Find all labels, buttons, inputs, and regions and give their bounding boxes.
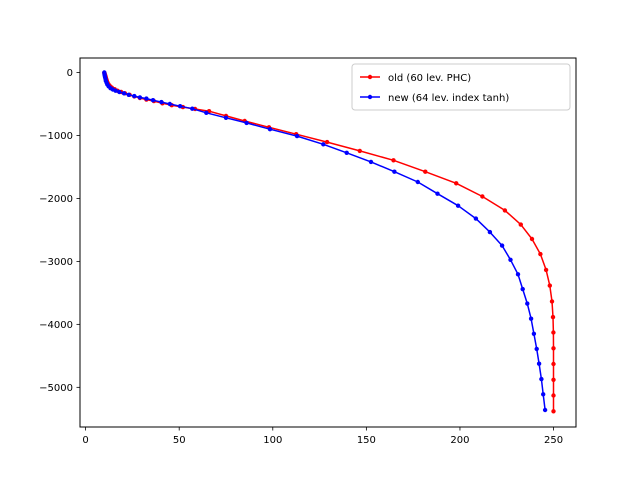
x-tick-label: 0 [82,435,88,446]
data-point [550,314,556,320]
data-point [177,104,183,109]
x-tick-label: 200 [450,435,469,446]
data-point [529,236,535,242]
data-point [508,257,513,262]
data-point [549,299,555,304]
data-point [423,169,428,174]
data-point [542,407,548,413]
data-point [137,95,143,100]
data-point [368,159,374,165]
y-tick-label: −2000 [39,194,73,205]
data-point [480,194,485,199]
data-point [534,346,539,352]
data-point [551,377,556,382]
data-point [551,361,556,367]
y-axis: 0 −1000 −2000 −3000 −4000 −5000 [39,68,80,394]
data-point [113,88,118,93]
data-point [502,208,508,213]
data-point [167,101,172,107]
data-point [454,181,459,186]
y-tick-label: −1000 [39,131,73,142]
data-point [132,93,137,99]
legend-label: old (60 lev. PHC) [388,73,471,84]
data-point [543,267,549,273]
data-point [551,330,556,335]
series-2 [102,70,548,413]
data-point [455,203,461,208]
data-point [520,286,525,292]
y-tick-label: −3000 [39,257,73,268]
legend-label: new (64 lev. index tanh) [388,93,509,104]
data-point [126,92,131,98]
data-point [150,98,156,103]
data-point [525,301,530,306]
data-point [528,316,534,321]
data-point [435,191,440,196]
data-point [473,216,479,221]
data-point [121,91,127,96]
data-point [531,331,537,336]
data-point [415,179,420,185]
data-point [144,96,149,101]
legend-item[interactable]: new (64 lev. index tanh) [360,93,509,104]
data-point [190,106,195,111]
data-point [541,392,546,397]
data-point [321,142,326,147]
data-point [392,169,397,174]
plot-area [102,70,556,414]
data-point [159,99,164,105]
legend-swatch-marker [367,94,373,100]
data-point [547,283,552,288]
legend-box [351,63,571,111]
x-tick-label: 50 [173,435,186,446]
data-point [267,127,273,132]
axes-frame [79,57,577,428]
data-point [391,158,396,163]
data-point [487,229,493,235]
data-point [551,393,556,398]
legend-item[interactable]: old (60 lev. PHC) [360,73,471,84]
data-point [244,120,249,126]
data-point [344,150,349,155]
y-tick-label: −5000 [39,383,73,394]
y-tick-label: −4000 [39,320,73,331]
legend-swatch-marker [367,74,373,80]
data-point [518,222,523,227]
data-point [536,361,542,366]
data-point [538,251,543,257]
data-point [551,409,556,414]
data-point [357,148,362,154]
data-point [117,89,122,95]
x-tick-label: 150 [357,435,376,446]
x-axis: 0 50 100 150 200 250 [82,427,563,446]
data-point [204,110,209,116]
data-point [515,272,521,277]
data-point [539,376,544,382]
legend[interactable]: old (60 lev. PHC) new (64 lev. index tanh… [351,63,571,111]
y-tick-label: 0 [67,68,73,79]
data-point [294,133,300,139]
data-point [551,346,556,351]
data-point [223,115,229,121]
x-tick-label: 250 [544,435,563,446]
data-point [324,139,330,145]
x-tick-label: 100 [263,435,282,446]
data-point [499,243,505,248]
